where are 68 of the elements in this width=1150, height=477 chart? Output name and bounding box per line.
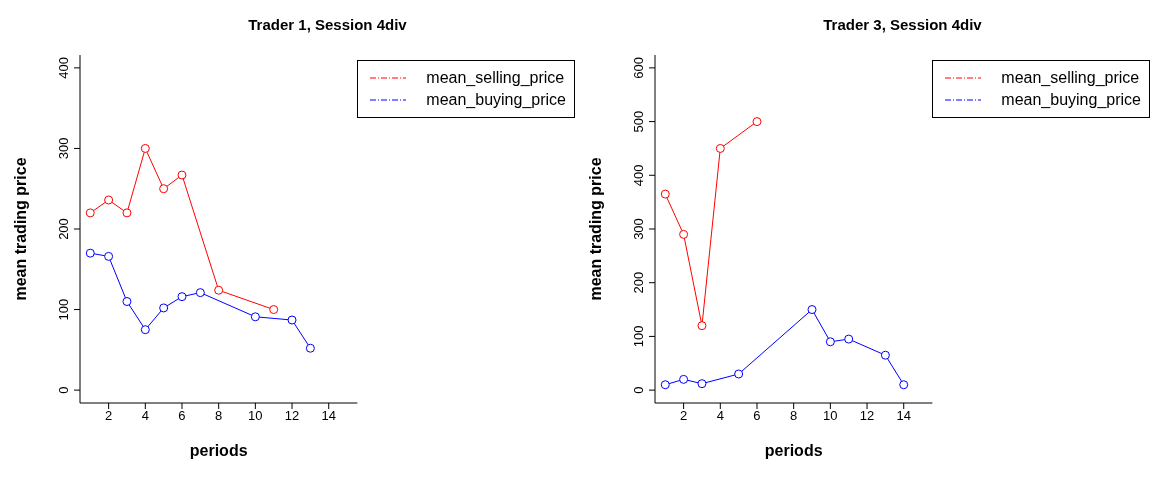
- y-tick-label: 200: [631, 271, 646, 294]
- point: [697, 379, 707, 389]
- point: [660, 380, 670, 390]
- point: [844, 334, 854, 344]
- point: [214, 285, 224, 295]
- x-tick-label: 14: [896, 408, 911, 424]
- point: [697, 321, 707, 331]
- point: [177, 292, 187, 302]
- point: [305, 343, 315, 353]
- x-tick-label: 4: [141, 408, 149, 424]
- x-tick-label: 6: [178, 408, 186, 424]
- x-tick-label: 8: [215, 408, 223, 424]
- chart-title: Trader 1, Session 4div: [247, 16, 408, 33]
- legend-label: mean_buying_price: [1001, 90, 1141, 110]
- x-tick-label: 12: [284, 408, 300, 424]
- point: [807, 305, 817, 315]
- chart-title: Trader 3, Session 4div: [822, 16, 983, 33]
- point: [104, 195, 114, 205]
- point: [899, 380, 909, 390]
- y-axis-title: mean trading price: [11, 157, 29, 301]
- x-tick-label: 10: [823, 408, 838, 424]
- x-axis-title: periods: [764, 442, 823, 459]
- y-tick-label: 100: [631, 325, 646, 348]
- y-tick-label: 0: [56, 386, 71, 394]
- point: [140, 325, 150, 335]
- point: [140, 143, 150, 153]
- x-tick-label: 2: [105, 408, 113, 424]
- x-tick-label: 2: [680, 408, 688, 424]
- point: [752, 117, 762, 127]
- x-tick-label: 4: [716, 408, 724, 424]
- point: [159, 184, 169, 194]
- point: [880, 350, 890, 360]
- point: [177, 170, 187, 180]
- y-tick-label: 400: [56, 57, 71, 79]
- y-tick-label: 300: [631, 218, 646, 240]
- legend-label: mean_selling_price: [1001, 68, 1140, 88]
- point: [104, 251, 114, 261]
- point: [85, 248, 95, 258]
- y-tick-label: 500: [631, 110, 646, 133]
- x-tick-label: 6: [753, 408, 761, 424]
- x-tick-label: 14: [321, 408, 336, 424]
- legend-label: mean_buying_price: [426, 90, 566, 110]
- y-tick-label: 100: [56, 298, 71, 321]
- point: [287, 315, 297, 325]
- point: [715, 143, 725, 153]
- x-tick-label: 12: [859, 408, 875, 424]
- point: [85, 208, 95, 218]
- x-axis-title: periods: [189, 442, 248, 459]
- point: [159, 303, 169, 313]
- point: [679, 229, 689, 239]
- point: [122, 297, 132, 306]
- point: [250, 312, 260, 322]
- point: [122, 208, 132, 218]
- y-tick-label: 600: [631, 57, 646, 79]
- point: [679, 374, 689, 384]
- point: [269, 305, 279, 315]
- point: [195, 288, 205, 298]
- y-axis-title: mean trading price: [586, 157, 604, 301]
- y-tick-label: 200: [56, 218, 71, 240]
- x-tick-label: 10: [248, 408, 263, 424]
- point: [825, 337, 835, 347]
- y-tick-label: 0: [631, 386, 646, 394]
- y-tick-label: 400: [631, 164, 646, 187]
- point: [734, 369, 744, 379]
- legend-label: mean_selling_price: [426, 68, 565, 88]
- point: [660, 189, 670, 199]
- y-tick-label: 300: [56, 137, 71, 160]
- x-tick-label: 8: [790, 408, 798, 424]
